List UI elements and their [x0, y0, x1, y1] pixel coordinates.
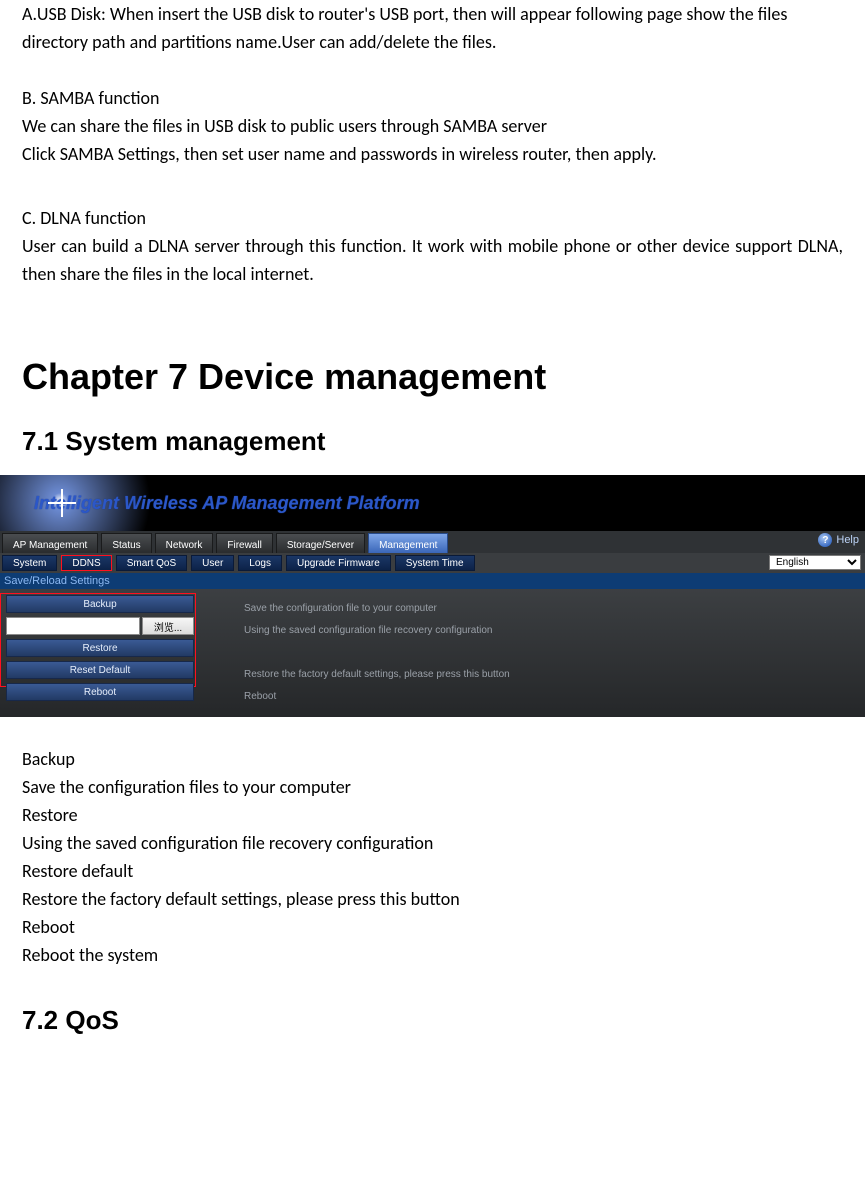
descriptions-column: Save the configuration file to your comp…: [200, 593, 865, 707]
banner-title: Intelligent Wireless AP Management Platf…: [34, 493, 420, 514]
chapter-title: Chapter 7 Device management: [0, 356, 865, 398]
restore-button[interactable]: Restore: [6, 639, 194, 657]
label-reboot: Reboot: [22, 913, 843, 941]
router-screenshot: Intelligent Wireless AP Management Platf…: [0, 475, 865, 717]
tab-storage-server[interactable]: Storage/Server: [276, 533, 365, 553]
spacer: [0, 717, 865, 745]
settings-panel: Backup 浏览... Restore Reset Default Reboo…: [0, 589, 865, 717]
label-backup: Backup: [22, 745, 843, 773]
subtab-ddns[interactable]: DDNS: [61, 555, 111, 571]
label-restore: Restore: [22, 801, 843, 829]
help-link[interactable]: ? Help: [818, 533, 859, 547]
backup-button[interactable]: Backup: [6, 595, 194, 613]
label-reset: Restore default: [22, 857, 843, 885]
subtab-logs[interactable]: Logs: [238, 555, 282, 571]
tab-management[interactable]: Management: [368, 533, 448, 553]
browse-button[interactable]: 浏览...: [142, 617, 194, 635]
subtab-user[interactable]: User: [191, 555, 234, 571]
tab-firewall[interactable]: Firewall: [216, 533, 272, 553]
help-icon: ?: [818, 533, 832, 547]
reboot-button[interactable]: Reboot: [6, 683, 194, 701]
banner: Intelligent Wireless AP Management Platf…: [0, 475, 865, 531]
restore-file-field[interactable]: [6, 617, 140, 635]
reset-default-button[interactable]: Reset Default: [6, 661, 194, 679]
text-restore: Using the saved configuration file recov…: [22, 829, 843, 857]
section-header-save-reload: Save/Reload Settings: [0, 573, 865, 589]
spacer: [0, 288, 865, 336]
desc-reset: Restore the factory default settings, pl…: [244, 663, 865, 685]
section-7-1-title: 7.1 System management: [0, 426, 865, 457]
desc-backup: Save the configuration file to your comp…: [244, 597, 865, 619]
desc-reboot: Reboot: [244, 685, 865, 707]
tab-ap-management[interactable]: AP Management: [2, 533, 98, 553]
text-reboot: Reboot the system: [22, 941, 843, 969]
desc-restore: [244, 641, 865, 663]
language-select[interactable]: English: [769, 555, 861, 570]
para-usb-disk: A.USB Disk: When insert the USB disk to …: [22, 0, 843, 56]
subtab-upgrade-firmware[interactable]: Upgrade Firmware: [286, 555, 391, 571]
text-reset: Restore the factory default settings, pl…: [22, 885, 843, 913]
spacer: [0, 969, 865, 1005]
spacer: [22, 56, 843, 84]
heading-samba: B. SAMBA function: [22, 84, 843, 112]
text-backup: Save the configuration files to your com…: [22, 773, 843, 801]
spacer: [22, 168, 843, 204]
tab-network[interactable]: Network: [155, 533, 214, 553]
help-label: Help: [836, 534, 859, 546]
desc-browse: Using the saved configuration file recov…: [244, 619, 865, 641]
para-samba-1: We can share the files in USB disk to pu…: [22, 112, 843, 140]
sub-tabbar: System DDNS Smart QoS User Logs Upgrade …: [0, 553, 865, 573]
subtab-system[interactable]: System: [2, 555, 57, 571]
tab-status[interactable]: Status: [101, 533, 151, 553]
actions-column: Backup 浏览... Restore Reset Default Reboo…: [0, 593, 200, 707]
para-samba-2: Click SAMBA Settings, then set user name…: [22, 140, 843, 168]
main-tabbar: AP Management Status Network Firewall St…: [0, 531, 865, 553]
heading-dlna: C. DLNA function: [22, 204, 843, 232]
section-7-2-title: 7.2 QoS: [0, 1005, 865, 1036]
subtab-smart-qos[interactable]: Smart QoS: [116, 555, 187, 571]
para-dlna: User can build a DLNA server through thi…: [22, 232, 843, 288]
subtab-system-time[interactable]: System Time: [395, 555, 475, 571]
